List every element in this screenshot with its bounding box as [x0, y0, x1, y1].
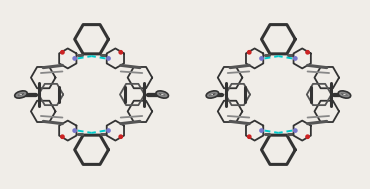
Circle shape [73, 129, 76, 132]
Circle shape [107, 57, 110, 60]
Circle shape [61, 135, 64, 138]
Circle shape [73, 57, 76, 60]
Circle shape [119, 135, 122, 138]
Circle shape [306, 51, 309, 54]
Circle shape [248, 51, 251, 54]
Circle shape [306, 135, 309, 138]
Circle shape [61, 51, 64, 54]
Circle shape [294, 57, 297, 60]
Circle shape [260, 57, 263, 60]
Circle shape [294, 129, 297, 132]
Circle shape [248, 135, 251, 138]
Circle shape [107, 129, 110, 132]
Circle shape [260, 129, 263, 132]
Circle shape [119, 51, 122, 54]
